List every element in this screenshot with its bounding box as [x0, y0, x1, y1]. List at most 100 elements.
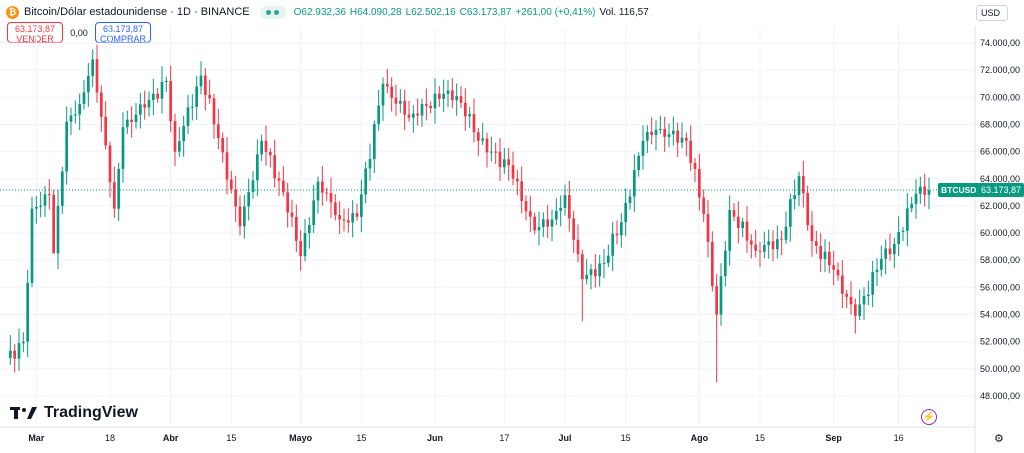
x-tick-label: Jun [427, 433, 443, 443]
candle-body [585, 274, 589, 280]
candle-body [125, 119, 129, 128]
candle-body [489, 151, 493, 153]
candle-body [112, 182, 116, 209]
candle-body [576, 239, 580, 255]
candle-body [507, 159, 511, 166]
candle-body [520, 181, 524, 202]
candle-body [567, 195, 571, 219]
close-value: C63.173,87 [459, 6, 512, 18]
candle-body [338, 215, 342, 220]
x-tick-label: Jul [558, 433, 571, 443]
candle-body [221, 138, 225, 153]
candle-body [810, 225, 814, 242]
candle-body [320, 181, 324, 193]
candle-body [823, 251, 827, 260]
candle-body [918, 186, 922, 194]
symbol-header: ₿ Bitcoin/Dólar estadounidense · 1D · BI… [6, 4, 649, 20]
candle-body [871, 272, 875, 295]
candle-body [117, 168, 121, 209]
candle-body [86, 75, 90, 93]
candle-body [771, 241, 775, 250]
y-tick-label: 58.000,00 [980, 255, 1020, 265]
candle-body [242, 206, 246, 227]
candle-body [325, 192, 329, 194]
candle-body [702, 197, 706, 215]
candle-body [706, 214, 710, 242]
candle-body [481, 138, 485, 141]
candle-body [472, 114, 476, 133]
sell-price: 63.173,87 [14, 24, 56, 34]
candle-body [923, 186, 927, 195]
candle-body [108, 145, 112, 183]
candle-body [247, 192, 251, 207]
currency-selector[interactable]: USD [976, 5, 1008, 21]
candle-body [91, 59, 95, 76]
bitcoin-icon: ₿ [6, 5, 19, 19]
x-tick-label: 15 [621, 433, 631, 443]
candle-body [355, 213, 359, 217]
share-icon[interactable] [259, 5, 286, 19]
y-tick-label: 74.000,00 [980, 38, 1020, 48]
settings-icon[interactable]: ⚙ [994, 433, 1004, 445]
candle-body [814, 241, 818, 246]
candle-body [498, 151, 502, 168]
candle-body [515, 178, 519, 182]
x-tick-label: 15 [356, 433, 366, 443]
candle-body [411, 113, 415, 118]
bolt-icon[interactable]: ⚡ [921, 409, 937, 425]
candle-body [927, 189, 931, 195]
candle-body [65, 121, 69, 172]
x-tick-label: 15 [755, 433, 765, 443]
candle-body [398, 100, 402, 104]
buy-label: COMPRAR [99, 34, 146, 44]
candle-body [476, 132, 480, 141]
x-tick-label: 18 [105, 433, 115, 443]
candle-body [199, 75, 203, 87]
candle-body [775, 239, 779, 250]
candle-body [416, 113, 420, 116]
symbol-title[interactable]: Bitcoin/Dólar estadounidense · 1D · BINA… [24, 6, 250, 18]
candle-body [550, 219, 554, 227]
y-tick-label: 52.000,00 [980, 337, 1020, 347]
x-tick-label: Mar [28, 433, 45, 443]
candle-body [169, 81, 173, 122]
tradingview-logo[interactable]: TradingView [10, 404, 138, 422]
candle-body [732, 209, 736, 217]
candle-body [611, 233, 615, 256]
candle-body [628, 196, 632, 204]
candle-body [56, 205, 60, 254]
candle-body [307, 225, 311, 234]
candle-body [667, 134, 671, 137]
candle-body [182, 125, 186, 142]
candle-body [541, 219, 545, 227]
candle-body [364, 168, 368, 195]
sell-label: VENDER [16, 34, 54, 44]
ohlc-values: O62.932,36 H64.090,28 L62.502,16 C63.173… [294, 7, 649, 18]
candle-body [884, 248, 888, 259]
candle-body [485, 138, 489, 153]
candle-body [827, 251, 831, 266]
candle-body [914, 193, 918, 204]
candle-body [468, 114, 472, 117]
candle-body [849, 296, 853, 305]
candle-body [34, 206, 38, 209]
y-tick-label: 48.000,00 [980, 391, 1020, 401]
candle-body [225, 152, 229, 180]
candle-body [455, 96, 459, 101]
candle-body [21, 341, 25, 344]
candle-body [47, 194, 51, 196]
candle-body [767, 241, 771, 245]
candle-body [346, 220, 350, 223]
x-tick-label: Sep [825, 433, 842, 443]
x-tick-label: 16 [894, 433, 904, 443]
candle-body [290, 212, 294, 217]
candle-body [377, 105, 381, 125]
candle-body [819, 245, 823, 260]
x-tick-label: Abr [163, 433, 179, 443]
candle-body [897, 231, 901, 244]
candle-body [450, 90, 454, 101]
candle-body [95, 59, 99, 93]
candle-body [316, 181, 320, 201]
tradingview-brand: TradingView [44, 404, 138, 421]
